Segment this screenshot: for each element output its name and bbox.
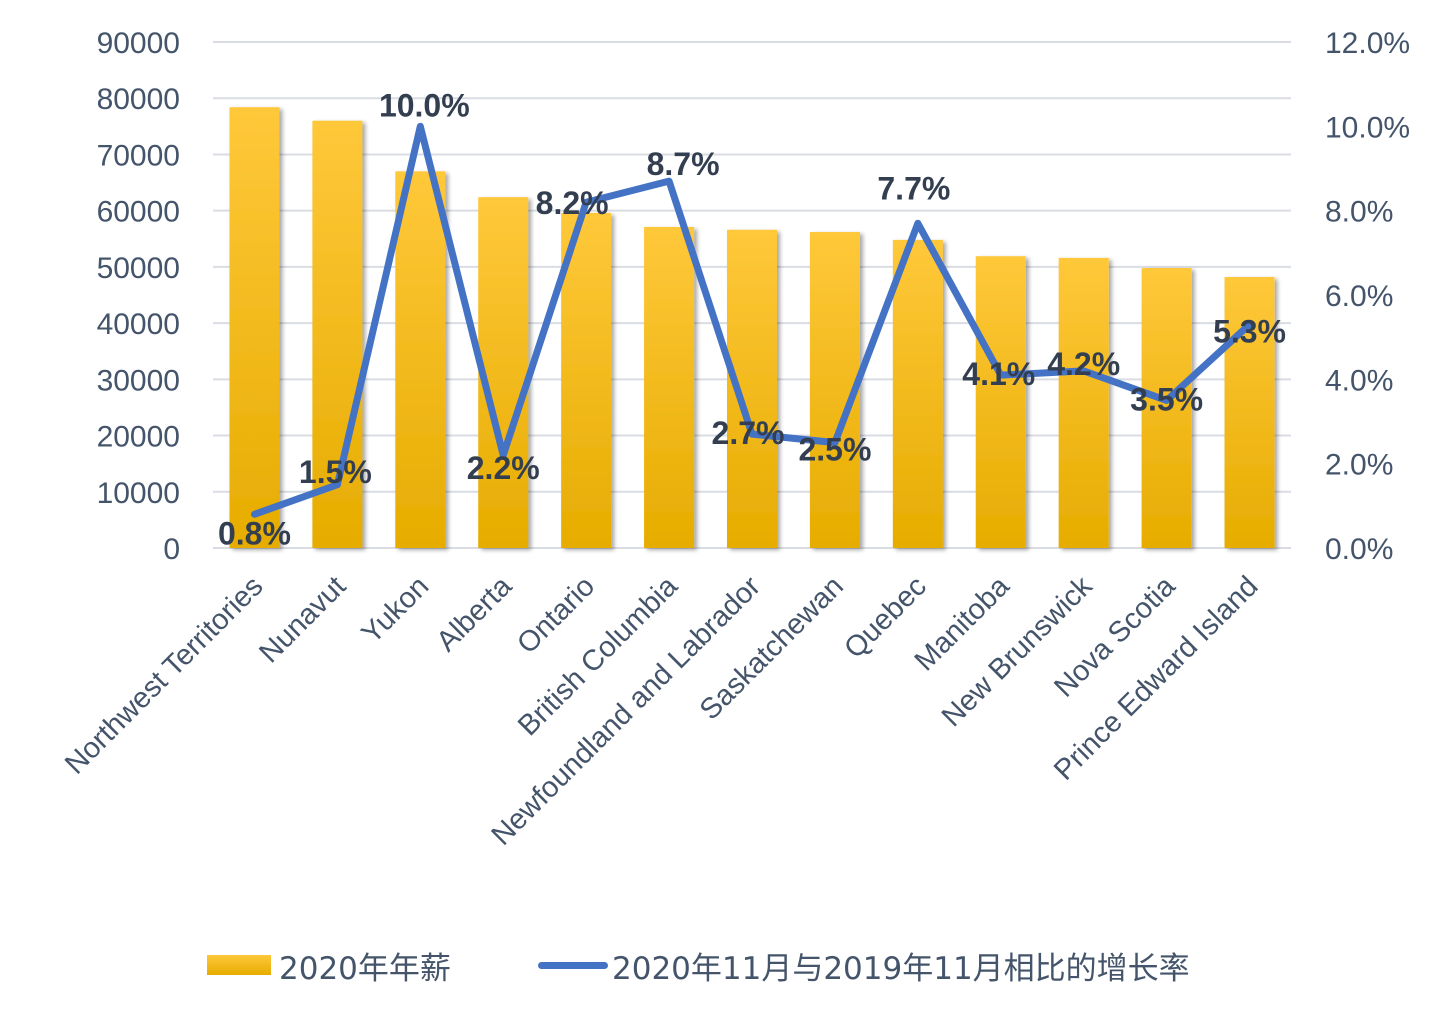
left-tick-label: 80000 bbox=[97, 83, 180, 116]
data-label: 8.7% bbox=[647, 146, 720, 182]
legend-item-growth[interactable]: 2020年11月与2019年11月相比的增长率 bbox=[538, 940, 1190, 990]
bar[interactable] bbox=[1058, 257, 1109, 548]
data-label: 8.2% bbox=[536, 185, 609, 221]
category-label: Northwest Territories bbox=[59, 570, 269, 780]
data-label: 2.7% bbox=[712, 415, 785, 451]
bar[interactable] bbox=[892, 239, 943, 548]
data-label: 7.7% bbox=[877, 170, 950, 206]
left-tick-label: 90000 bbox=[97, 27, 180, 60]
bar[interactable] bbox=[561, 212, 612, 548]
legend-label-growth: 2020年11月与2019年11月相比的增长率 bbox=[612, 950, 1190, 987]
right-tick-label: 2.0% bbox=[1325, 449, 1393, 482]
right-tick-label: 0.0% bbox=[1325, 533, 1393, 566]
line-swatch-icon bbox=[538, 961, 608, 969]
data-label: 4.1% bbox=[962, 356, 1035, 392]
right-axis: 0.0% 2.0% 4.0% 6.0% 8.0% 10.0% 12.0% bbox=[1325, 27, 1410, 566]
left-tick-label: 30000 bbox=[97, 364, 180, 397]
bar[interactable] bbox=[478, 197, 529, 548]
data-label: 4.2% bbox=[1047, 346, 1120, 382]
data-label: 2.5% bbox=[798, 432, 871, 468]
right-tick-label: 10.0% bbox=[1325, 111, 1410, 144]
bar[interactable] bbox=[1141, 268, 1192, 548]
left-tick-label: 40000 bbox=[97, 308, 180, 341]
data-label: 3.5% bbox=[1130, 381, 1203, 417]
growth-line[interactable] bbox=[250, 122, 1254, 518]
category-label: New Brunswick bbox=[936, 570, 1099, 733]
legend-label-salary: 2020年年薪 bbox=[279, 950, 451, 987]
right-tick-label: 8.0% bbox=[1325, 196, 1393, 229]
right-tick-label: 6.0% bbox=[1325, 280, 1393, 313]
data-label: 5.3% bbox=[1213, 314, 1286, 350]
left-tick-label: 50000 bbox=[97, 252, 180, 285]
bar[interactable] bbox=[644, 226, 695, 548]
left-tick-label: 20000 bbox=[97, 421, 180, 454]
left-axis: 0 10000 20000 30000 40000 50000 60000 70000 8000… bbox=[97, 27, 180, 566]
left-tick-label: 0 bbox=[163, 533, 180, 566]
legend-item-salary[interactable]: 2020年年薪 bbox=[207, 940, 451, 990]
line-series bbox=[250, 122, 1254, 518]
left-tick-label: 70000 bbox=[97, 139, 180, 172]
left-tick-label: 60000 bbox=[97, 196, 180, 229]
bar[interactable] bbox=[229, 107, 280, 549]
data-label: 2.2% bbox=[467, 450, 540, 486]
bar-swatch-icon bbox=[207, 955, 271, 975]
right-tick-label: 12.0% bbox=[1325, 27, 1410, 60]
category-label: Saskatchewan bbox=[694, 570, 850, 726]
legend: 2020年年薪 2020年11月与2019年11月相比的增长率 bbox=[0, 940, 1440, 990]
data-label: 1.5% bbox=[299, 454, 372, 490]
data-labels: 0.8%1.5% 10.0% 2.2% 8.2% 8.7% 2.7% 2.5% 7.7% 4.1… bbox=[218, 87, 1286, 551]
bar[interactable] bbox=[975, 256, 1026, 548]
category-label: Yukon bbox=[356, 570, 436, 650]
right-tick-label: 4.0% bbox=[1325, 364, 1393, 397]
left-tick-label: 10000 bbox=[97, 477, 180, 510]
bar-series bbox=[229, 107, 1275, 549]
category-label: Nunavut bbox=[253, 570, 352, 669]
data-label: 0.8% bbox=[218, 515, 291, 551]
data-label: 10.0% bbox=[379, 87, 470, 123]
category-label: Alberta bbox=[431, 570, 519, 658]
bar[interactable] bbox=[395, 171, 446, 549]
